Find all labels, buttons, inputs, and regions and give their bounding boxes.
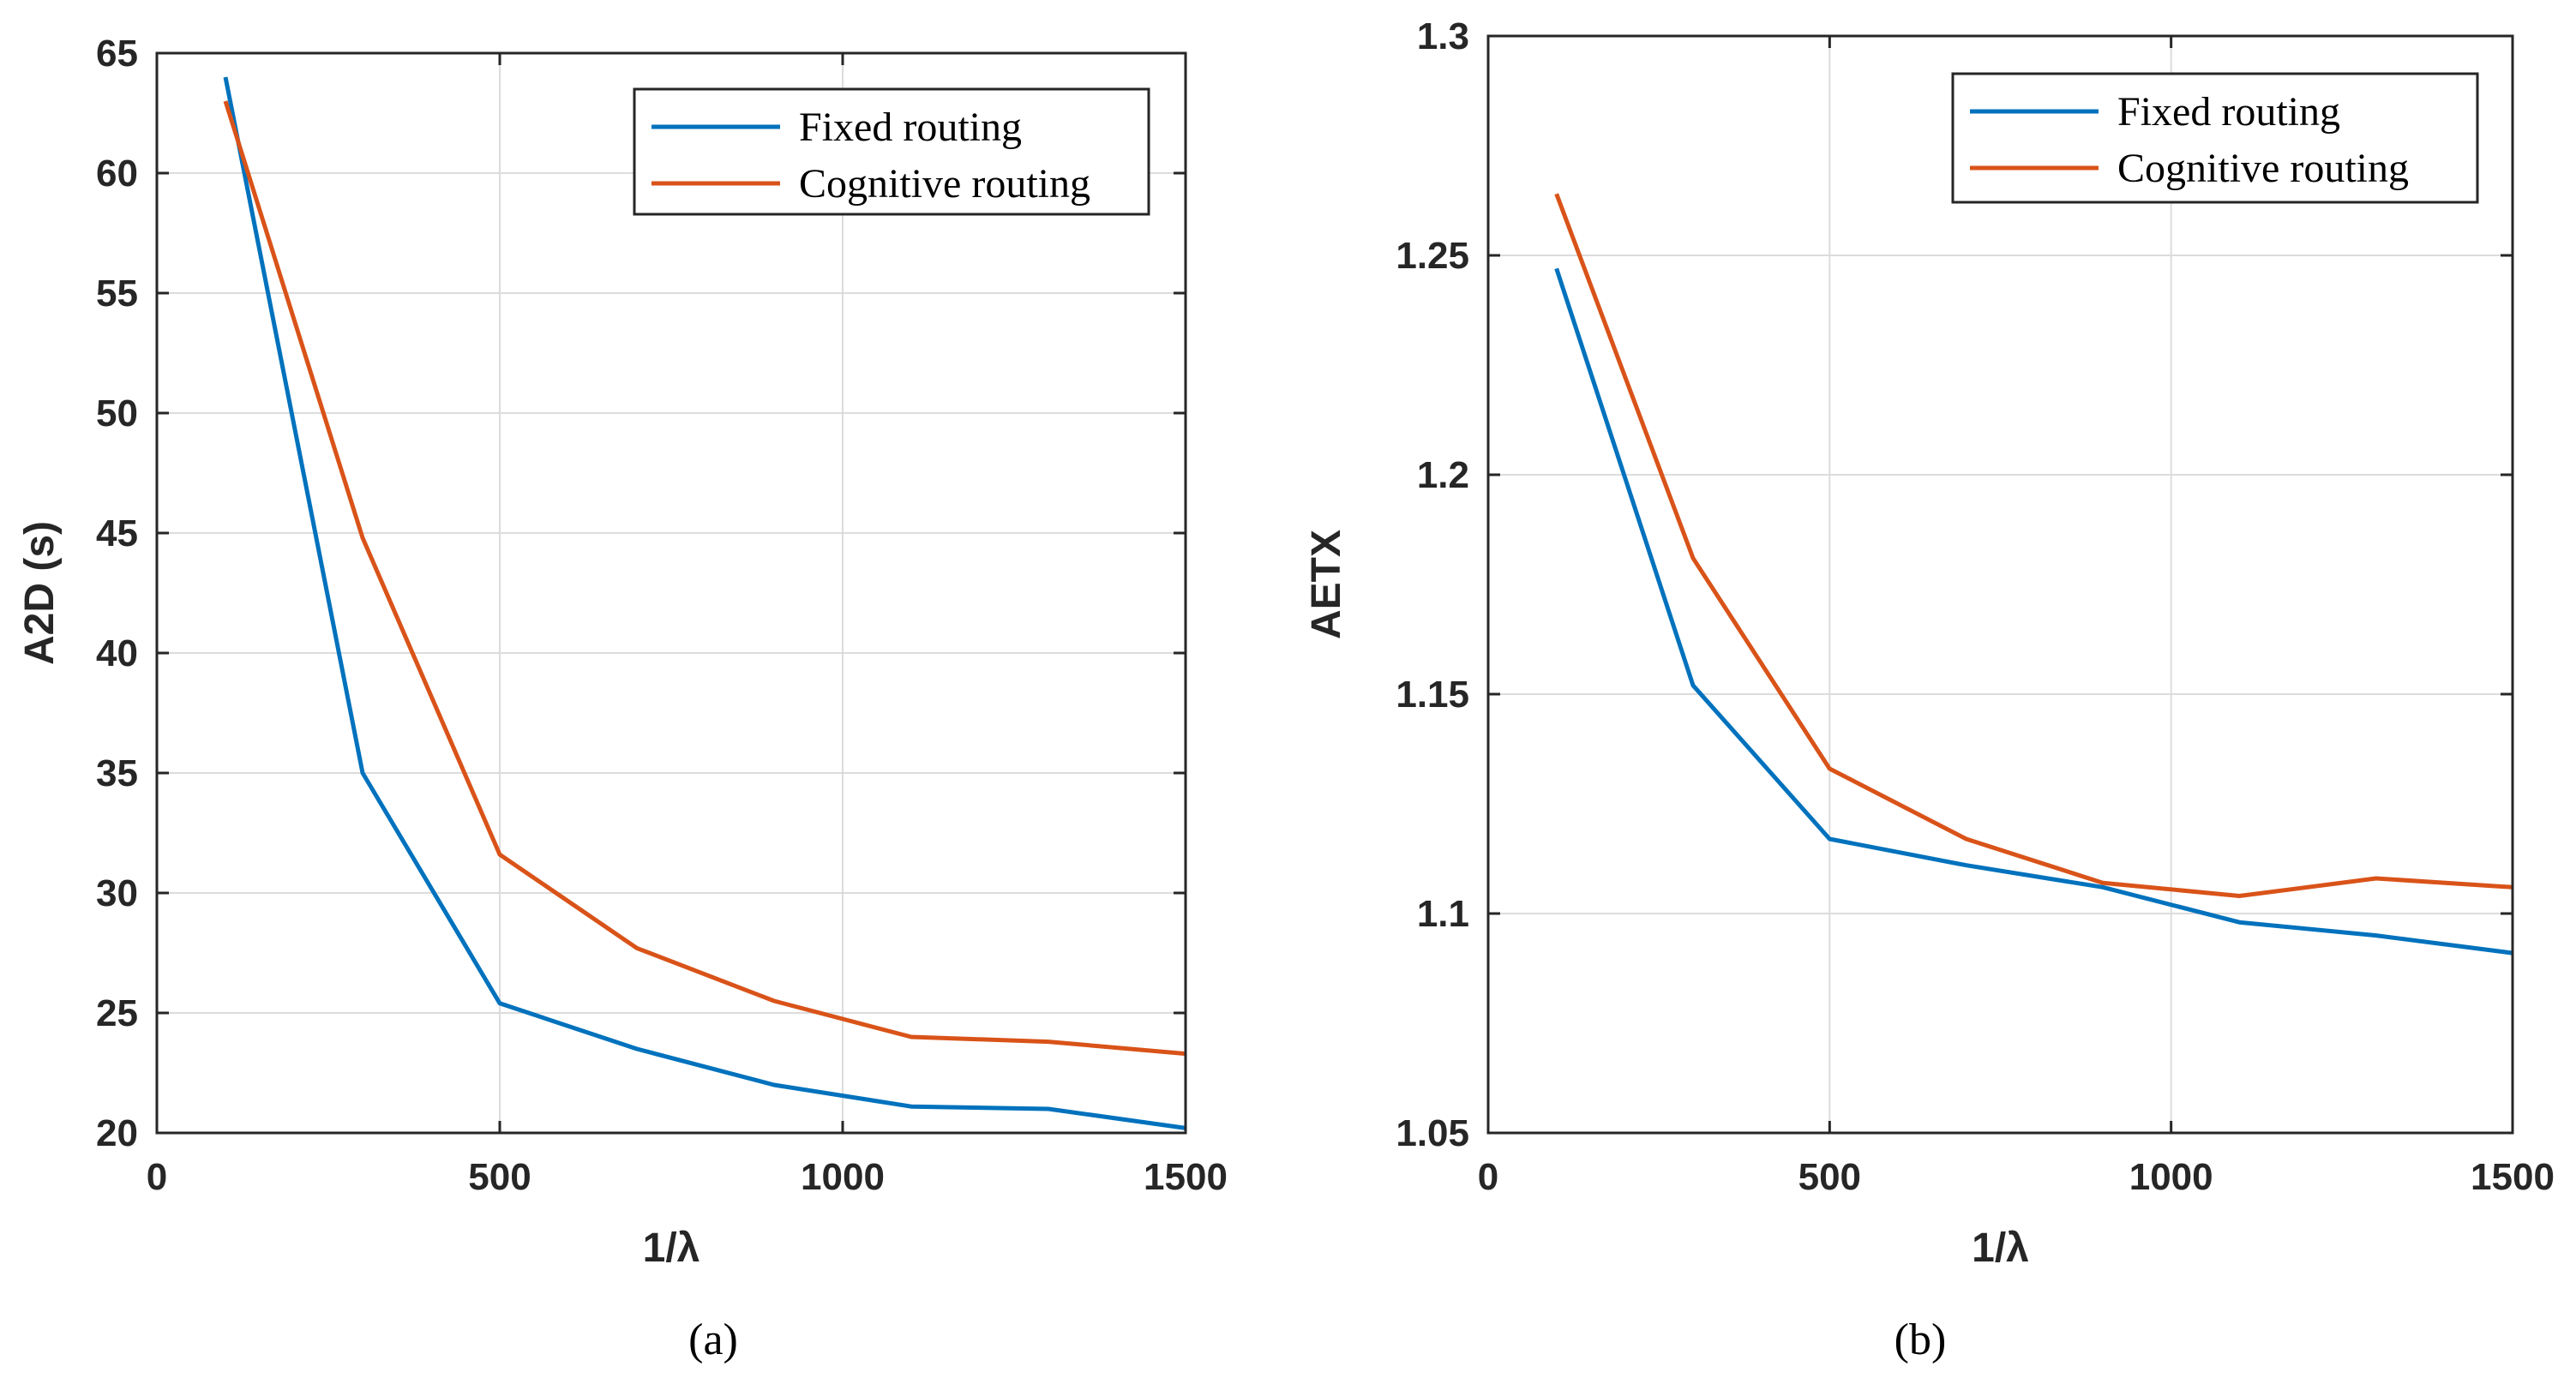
x-axis-label: 1/λ	[643, 1225, 700, 1271]
chart-a-a2d: 0 500 1000 1500 20 25 30 35 40 45 50 55 60 65 Fixed ro…	[17, 33, 1228, 1364]
x-tick-label: 500	[468, 1156, 531, 1198]
y-tick-label: 1.15	[1396, 674, 1469, 716]
legend-label: Cognitive routing	[2117, 146, 2409, 191]
legend: Fixed routing Cognitive routing	[1951, 72, 2479, 204]
legend-box	[1951, 72, 2479, 204]
legend-label: Cognitive routing	[799, 161, 1090, 207]
x-axis-label: 1/λ	[1972, 1225, 2029, 1271]
plot-area	[155, 51, 1187, 1135]
x-tick-label: 0	[147, 1156, 167, 1198]
subfigure-caption: (b)	[1894, 1315, 1947, 1364]
plot-area	[1486, 34, 2514, 1135]
x-tick-label: 0	[1478, 1156, 1498, 1198]
y-tick-label: 1.2	[1417, 454, 1469, 496]
y-tick-label: 1.05	[1396, 1112, 1469, 1154]
y-tick-label: 55	[96, 273, 138, 315]
legend-label: Fixed routing	[2117, 89, 2340, 135]
legend-label: Fixed routing	[799, 105, 1022, 150]
y-tick-label: 45	[96, 512, 138, 554]
y-axis-label: AETX	[1304, 530, 1349, 639]
y-tick-label: 35	[96, 752, 138, 794]
legend-box	[633, 87, 1150, 216]
y-tick-label: 1.25	[1396, 235, 1469, 277]
series-line-fixed-routing	[1554, 267, 2513, 956]
y-axis-label: A2D (s)	[17, 521, 63, 665]
x-tick-label: 1000	[801, 1156, 885, 1198]
x-tick-label: 500	[1798, 1156, 1861, 1198]
y-tick-label: 1.3	[1417, 15, 1469, 57]
series-line-fixed-routing	[223, 76, 1186, 1130]
y-tick-label: 20	[96, 1112, 138, 1154]
x-tick-label: 1500	[2471, 1156, 2555, 1198]
y-tick-label: 65	[96, 33, 138, 75]
y-tick-label: 50	[96, 392, 138, 434]
y-tick-label: 40	[96, 632, 138, 674]
x-tick-label: 1000	[2129, 1156, 2213, 1198]
subfigure-caption: (a)	[688, 1315, 738, 1364]
y-tick-label: 25	[96, 992, 138, 1034]
y-tick-label: 1.1	[1417, 893, 1469, 935]
x-tick-label: 1500	[1144, 1156, 1228, 1198]
legend: Fixed routing Cognitive routing	[633, 87, 1150, 216]
series-line-cognitive-routing	[223, 100, 1186, 1057]
series-line-cognitive-routing	[1554, 193, 2513, 898]
chart-b-aetx: 0 500 1000 1500 1.05 1.1 1.15 1.2 1.25 1.3 Fixed r…	[1304, 15, 2555, 1364]
y-tick-label: 60	[96, 153, 138, 195]
y-tick-label: 30	[96, 872, 138, 914]
